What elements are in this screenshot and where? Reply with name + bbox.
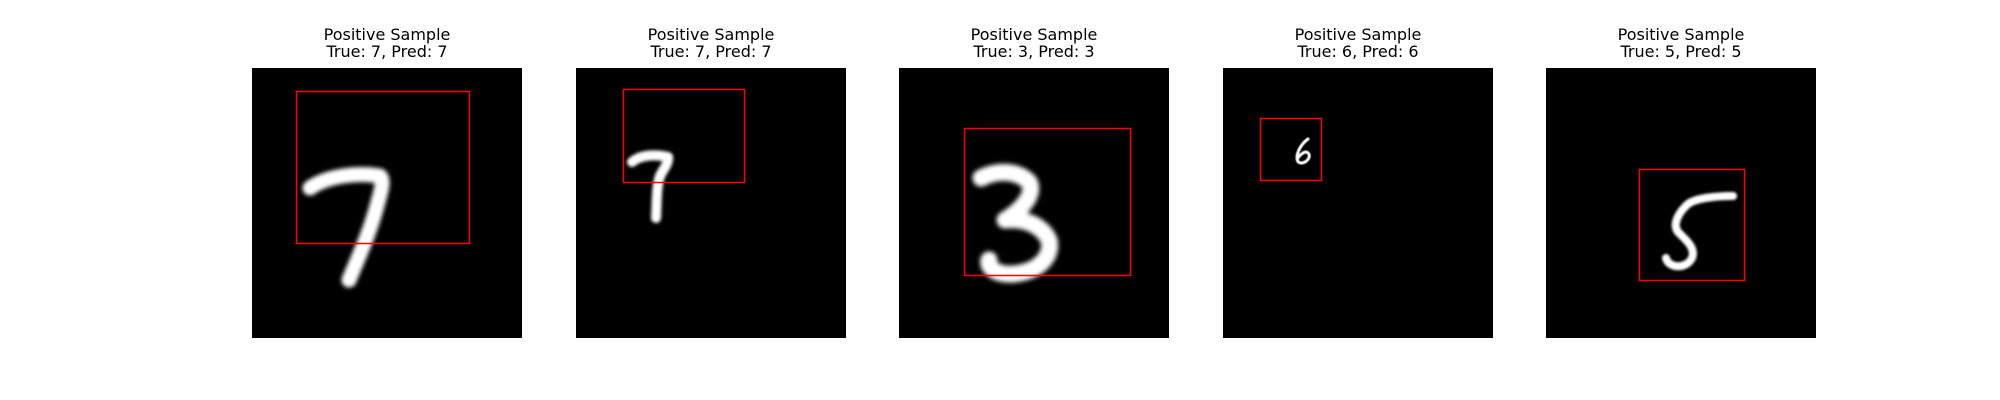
panel-title: Positive Sample True: 5, Pred: 5 (1546, 26, 1816, 66)
panel-title-heading: Positive Sample (647, 25, 775, 44)
panel-title: Positive Sample True: 7, Pred: 7 (252, 26, 522, 66)
sample-panel-3: Positive Sample True: 3, Pred: 3 (899, 26, 1169, 338)
digit-image-canvas (295, 90, 471, 288)
digit-image-canvas (963, 127, 1132, 283)
digit-image (576, 68, 846, 338)
sample-panel-4: Positive Sample True: 6, Pred: 6 (1223, 26, 1493, 338)
digit-image-canvas (622, 88, 746, 223)
sample-panel-1: Positive Sample True: 7, Pred: 7 (252, 26, 522, 338)
panel-title-heading: Positive Sample (970, 25, 1098, 44)
digit-stroke (627, 150, 674, 223)
digit-stroke (1662, 192, 1737, 271)
detection-box (295, 90, 471, 245)
panel-title-labels: True: 6, Pred: 6 (1297, 42, 1419, 61)
panel-title-heading: Positive Sample (1294, 25, 1422, 44)
panel-title-heading: Positive Sample (1617, 25, 1745, 44)
panel-title-labels: True: 3, Pred: 3 (973, 42, 1095, 61)
digit-image-canvas (1259, 117, 1323, 182)
panel-title: Positive Sample True: 3, Pred: 3 (899, 26, 1169, 66)
panel-title-labels: True: 7, Pred: 7 (650, 42, 772, 61)
digit-image (1223, 68, 1493, 338)
panel-title-labels: True: 7, Pred: 7 (326, 42, 448, 61)
detection-box (622, 88, 746, 184)
digit-stroke (1295, 137, 1311, 165)
panel-title: Positive Sample True: 7, Pred: 7 (576, 26, 846, 66)
digit-stroke (972, 164, 1059, 283)
digit-image (1546, 68, 1816, 338)
digit-image-canvas (1638, 168, 1746, 282)
panel-title-labels: True: 5, Pred: 5 (1620, 42, 1742, 61)
digit-stroke (302, 167, 390, 288)
digit-image (899, 68, 1169, 338)
detection-box (1259, 117, 1323, 182)
panel-title-heading: Positive Sample (323, 25, 451, 44)
panel-title: Positive Sample True: 6, Pred: 6 (1223, 26, 1493, 66)
detection-box (1638, 168, 1746, 282)
sample-panel-2: Positive Sample True: 7, Pred: 7 (576, 26, 846, 338)
digit-image (252, 68, 522, 338)
sample-panel-5: Positive Sample True: 5, Pred: 5 (1546, 26, 1816, 338)
detection-box (963, 127, 1132, 277)
